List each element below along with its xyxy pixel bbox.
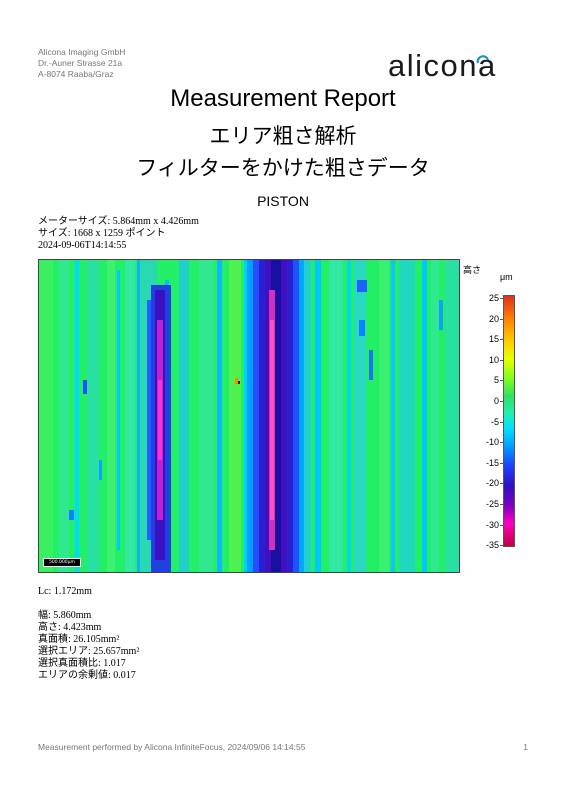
timestamp: 2024-09-06T14:14:55 — [38, 240, 127, 251]
analysis-subtitle: フィルターをかけた粗さデータ — [136, 157, 430, 180]
param-lc: Lc: 1.172mm — [38, 586, 92, 597]
param-area-surplus: エリアの余剰値: 0.017 — [38, 670, 136, 681]
report-title: Measurement Report — [170, 85, 396, 112]
color-scale-tick-label: -35 — [468, 540, 503, 550]
height-map-graphic — [39, 260, 459, 572]
point-size: サイズ: 1668 x 1259 ポイント — [38, 228, 166, 239]
param-height: 高さ: 4.423mm — [38, 622, 102, 633]
footer-text: Measurement performed by Alicona Infinit… — [38, 742, 306, 752]
color-scale-tick-label: -15 — [468, 458, 503, 468]
param-selected-area: 選択エリア: 25.657mm² — [38, 646, 140, 657]
color-scale-title: 高さ — [463, 265, 482, 275]
color-scale-tick-label: 5 — [468, 375, 503, 385]
color-scale-tick-label: 10 — [468, 355, 503, 365]
color-scale-unit: μm — [500, 272, 513, 282]
company-address: Alicona Imaging GmbH Dr.-Auner Strasse 2… — [38, 47, 125, 80]
logo-text: alicona — [388, 48, 497, 83]
color-scale-tick-label: 25 — [468, 293, 503, 303]
meter-size: メーターサイズ: 5.864mm x 4.426mm — [38, 216, 199, 227]
color-scale-tick-label: -5 — [468, 417, 503, 427]
height-map-image: 500.000μm — [38, 259, 460, 573]
param-width: 幅: 5.860mm — [38, 610, 92, 621]
color-scale-tick-label: 0 — [468, 396, 503, 406]
sample-name: PISTON — [257, 193, 309, 209]
color-scale-bar — [503, 295, 515, 547]
company-street: Dr.-Auner Strasse 21a — [38, 58, 123, 68]
color-scale-tick-label: -10 — [468, 437, 503, 447]
logo-accent-icon — [476, 54, 490, 68]
color-scale-tick-label: -30 — [468, 520, 503, 530]
page-number: 1 — [523, 742, 528, 752]
color-scale-tick-label: -20 — [468, 478, 503, 488]
scale-bar: 500.000μm — [43, 558, 81, 567]
color-scale-tick-label: 15 — [468, 334, 503, 344]
analysis-title: エリア粗さ解析 — [209, 125, 357, 148]
param-selected-true-area-ratio: 選択真面積比: 1.017 — [38, 658, 126, 669]
color-scale-tick-label: 20 — [468, 314, 503, 324]
roughness-parameters: Lc: 1.172mm 幅: 5.860mm 高さ: 4.423mm 真面積: … — [38, 586, 139, 682]
color-scale-tick-label: -25 — [468, 499, 503, 509]
alicona-logo: alicona — [388, 46, 538, 86]
param-true-area: 真面積: 26.105mm² — [38, 634, 120, 645]
measurement-meta: メーターサイズ: 5.864mm x 4.426mm サイズ: 1668 x 1… — [38, 216, 199, 252]
company-city: A-8074 Raaba/Graz — [38, 69, 114, 79]
company-name: Alicona Imaging GmbH — [38, 47, 126, 57]
